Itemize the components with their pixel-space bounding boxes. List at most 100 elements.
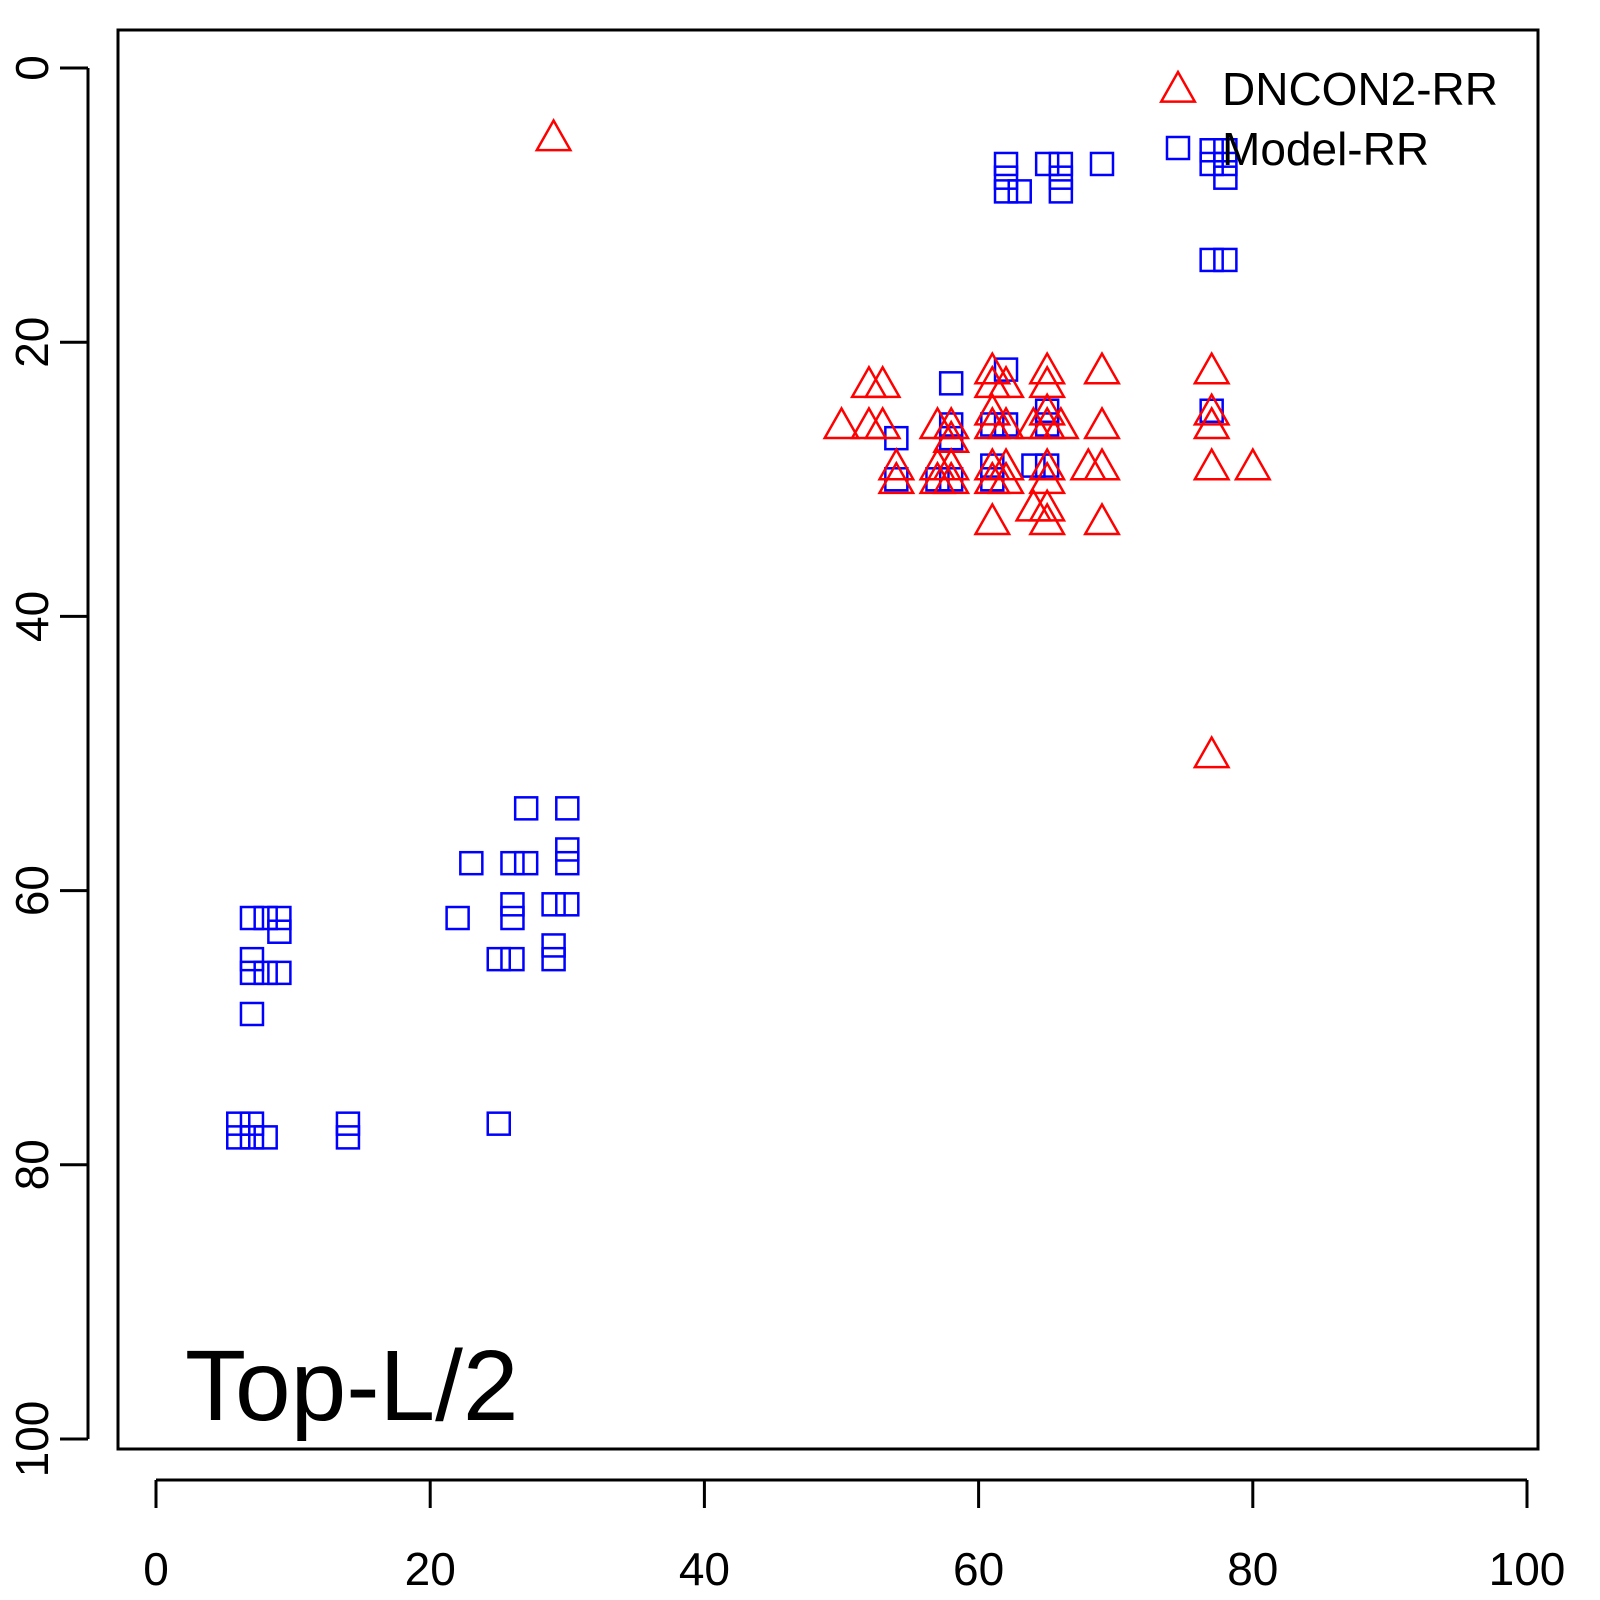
panel-annotation: Top-L/2 [185,1330,519,1442]
model-rr-point [1213,138,1238,163]
dncon2-rr-point [973,501,1012,536]
axes: 0 20 40 60 80 100 0 20 40 60 80 100 [6,55,1565,1595]
model-rr-point [513,796,539,821]
model-rr-point [1213,165,1238,190]
dncon2-rr-point [863,364,902,399]
legend-label: Model-RR [1222,123,1429,175]
dncon2-rr-point [973,351,1012,385]
y-tick-label: 80 [6,1139,58,1190]
dncon2-rr-point [1192,734,1231,769]
model-rr-point [267,905,292,931]
model-rr-point [500,905,525,931]
model-rr-point [1199,398,1224,423]
model-rr-point [226,1111,251,1136]
model-rr-point [445,905,470,931]
dncon2-rr-point [1192,447,1231,481]
dncon2-rr-point [1192,351,1231,385]
dncon2-rr-point [1192,392,1231,426]
dncon2-rr-point [987,447,1025,481]
model-rr-point [459,850,484,876]
dncon2-rr-point [932,447,971,481]
model-rr-point [239,1001,265,1027]
dncon2-rr-point [973,392,1012,426]
model-rr-point [253,960,278,986]
model-rr-point [253,905,278,931]
dncon2-rr-point [932,460,971,495]
dncon2-rr-point [877,447,916,481]
dncon2-rr-point [1041,405,1080,440]
dncon2-rr-point [822,405,861,440]
dncon2-rr-point [1083,351,1121,385]
legend-label: DNCON2-RR [1222,63,1498,115]
model-rr-point [938,371,964,396]
model-rr-point [993,151,1019,177]
x-tick-label: 100 [1489,1543,1566,1595]
model-rr-point [555,892,580,917]
model-rr-point [513,850,539,876]
model-rr-point [335,1111,361,1136]
model-rr-point [1048,179,1074,204]
dncon2-rr-point [1083,405,1121,440]
model-rr-point [1034,151,1060,177]
legend-marker-model-rr [1165,135,1191,161]
model-rr-point [239,905,265,931]
legend-marker-dncon2-rr [1159,69,1197,103]
dncon2-rr-point [987,405,1025,440]
model-rr-point [993,165,1019,190]
model-rr-point [1007,179,1032,204]
y-tick-label: 100 [6,1401,58,1478]
model-rr-point [267,960,292,986]
model-rr-point [993,179,1019,204]
model-rr-point [335,1125,361,1150]
model-rr-point [1199,247,1224,273]
x-tick-label: 0 [143,1543,169,1595]
model-rr-point [226,1125,251,1150]
model-rr-point [486,946,511,972]
model-rr-point [541,892,566,917]
model-rr-point [555,837,580,862]
dncon2-rr-point [987,364,1025,399]
model-rr-point [1199,138,1224,163]
model-rr-point [267,919,292,944]
dncon2-rr-point [1083,447,1121,481]
model-rr-point [1048,151,1074,177]
y-tick-label: 20 [6,317,58,368]
y-tick-label: 40 [6,591,58,642]
model-rr-point [500,850,525,876]
model-rr-point [253,1125,278,1150]
x-tick-label: 80 [1227,1543,1278,1595]
model-rr-point [486,1111,511,1136]
dncon2-rr-point [1028,488,1067,522]
model-rr-point [555,796,580,821]
model-rr-point [541,933,566,958]
legend: DNCON2-RR Model-RR [1159,63,1498,175]
model-rr-point [1213,151,1238,177]
y-tick-label: 60 [6,865,58,916]
model-rr-point [938,412,964,437]
dncon2-rr-point [1028,351,1067,385]
dncon2-rr-point [877,460,916,495]
data-points [226,118,1272,1150]
x-tick-label: 60 [953,1543,1004,1595]
dncon2-rr-point [534,118,573,152]
dncon2-rr-point [1233,447,1272,481]
dncon2-rr-point [1028,447,1067,481]
model-rr-point [500,946,525,972]
dncon2-rr-point [932,405,971,440]
model-rr-point [1213,247,1238,273]
model-rr-point [1048,165,1074,190]
y-tick-label: 0 [6,55,58,81]
dncon2-rr-point [987,460,1025,495]
dncon2-rr-point [863,405,902,440]
x-tick-label: 20 [405,1543,456,1595]
model-rr-point [239,1111,265,1136]
model-rr-point [239,946,265,972]
model-rr-point [541,946,566,972]
x-tick-label: 40 [679,1543,730,1595]
dncon2-rr-point [1083,501,1121,536]
model-rr-point [1089,151,1115,177]
dncon2-rr-point [1028,501,1067,536]
model-rr-point [500,892,525,917]
model-rr-point [555,850,580,876]
